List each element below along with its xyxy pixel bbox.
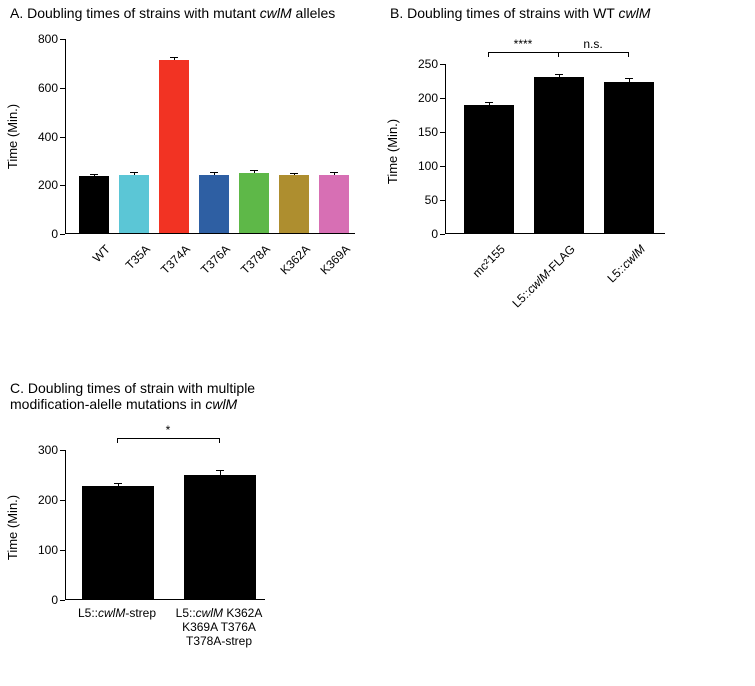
x-label-multiline: L5::cwlM K362AK369A T376AT378A-strep (159, 606, 279, 648)
plot-b (445, 64, 665, 234)
significance-label: **** (503, 37, 543, 51)
chart-a-area: Time (Min.) 0200400600800 WTT35AT374AT37… (10, 29, 370, 309)
error-cap (210, 172, 218, 173)
bar (184, 475, 256, 599)
title-text-end: alleles (292, 5, 336, 21)
y-tick-label: 0 (30, 593, 58, 607)
panel-a: A. Doubling times of strains with mutant… (10, 5, 370, 309)
y-axis-label-c: Time (Min.) (5, 495, 20, 560)
x-label-line: K369A T376A (159, 620, 279, 634)
error-cap (216, 470, 224, 471)
plot-c (65, 450, 265, 600)
bar (464, 105, 514, 233)
bar (119, 175, 149, 234)
error-bar (334, 173, 335, 174)
y-tick-mark (440, 234, 445, 235)
significance-tick (219, 438, 220, 443)
error-bar (254, 171, 255, 172)
y-tick-label: 200 (410, 91, 438, 105)
bar (604, 82, 654, 233)
bar (79, 176, 109, 233)
significance-tick (628, 52, 629, 57)
error-bar (559, 75, 560, 77)
error-bar (174, 58, 175, 60)
error-bar (220, 471, 221, 475)
y-tick-label: 400 (30, 130, 58, 144)
y-tick-label: 100 (30, 543, 58, 557)
title-c-italic: cwlM (205, 396, 237, 412)
error-cap (170, 57, 178, 58)
significance-tick (117, 438, 118, 443)
bar (239, 173, 269, 233)
error-cap (90, 174, 98, 175)
bar (199, 175, 229, 234)
title-text: A. Doubling times of strains with mutant (10, 5, 260, 21)
error-bar (94, 175, 95, 176)
title-c-line2: modification-alelle mutations in cwlM (10, 396, 330, 412)
error-cap (555, 74, 563, 75)
x-label-line: L5::cwlM K362A (159, 606, 279, 620)
y-tick-mark (60, 234, 65, 235)
y-axis-label-b: Time (Min.) (385, 119, 400, 184)
y-tick-label: 200 (30, 178, 58, 192)
significance-line (488, 52, 558, 53)
y-tick-label: 50 (410, 193, 438, 207)
error-cap (330, 172, 338, 173)
bar (159, 60, 189, 233)
error-cap (485, 102, 493, 103)
y-tick-label: 100 (410, 159, 438, 173)
y-axis-label-a: Time (Min.) (5, 104, 20, 169)
error-cap (250, 170, 258, 171)
bar (82, 486, 154, 600)
title-c-l2-text: modification-alelle mutations in (10, 396, 205, 412)
y-tick-label: 300 (30, 443, 58, 457)
y-tick-label: 800 (30, 32, 58, 46)
bar (319, 175, 349, 234)
y-tick-mark (60, 600, 65, 601)
panel-c: C. Doubling times of strain with multipl… (10, 380, 330, 680)
error-cap (625, 78, 633, 79)
error-cap (114, 483, 122, 484)
y-tick-label: 0 (410, 227, 438, 241)
significance-label: * (148, 423, 188, 437)
error-bar (489, 103, 490, 105)
y-tick-label: 0 (30, 227, 58, 241)
bar (279, 175, 309, 233)
error-bar (118, 484, 119, 486)
error-cap (130, 172, 138, 173)
error-bar (134, 173, 135, 174)
panel-b: B. Doubling times of strains with WT cwl… (390, 5, 730, 329)
significance-line (558, 52, 628, 53)
error-cap (290, 173, 298, 174)
y-tick-label: 250 (410, 57, 438, 71)
error-bar (214, 173, 215, 174)
significance-tick (558, 52, 559, 57)
title-c-line1: C. Doubling times of strain with multipl… (10, 380, 330, 396)
y-tick-label: 600 (30, 81, 58, 95)
error-bar (629, 79, 630, 82)
panel-b-title: B. Doubling times of strains with WT cwl… (390, 5, 730, 21)
y-tick-label: 150 (410, 125, 438, 139)
title-text-b: B. Doubling times of strains with WT (390, 5, 618, 21)
title-italic-b: cwlM (618, 5, 650, 21)
significance-label: n.s. (573, 37, 613, 51)
title-italic: cwlM (260, 5, 292, 21)
significance-tick (488, 52, 489, 57)
error-bar (294, 174, 295, 175)
panel-a-title: A. Doubling times of strains with mutant… (10, 5, 370, 21)
chart-b-area: Time (Min.) 050100150200250 ****n.s. mc²… (390, 29, 730, 329)
x-label-line: T378A-strep (159, 634, 279, 648)
bar (534, 77, 584, 233)
significance-line (117, 438, 219, 439)
chart-c-area: Time (Min.) 0100200300 * L5::cwlM-strepL… (10, 420, 330, 680)
panel-c-title: C. Doubling times of strain with multipl… (10, 380, 330, 412)
plot-a (65, 39, 355, 234)
y-tick-label: 200 (30, 493, 58, 507)
